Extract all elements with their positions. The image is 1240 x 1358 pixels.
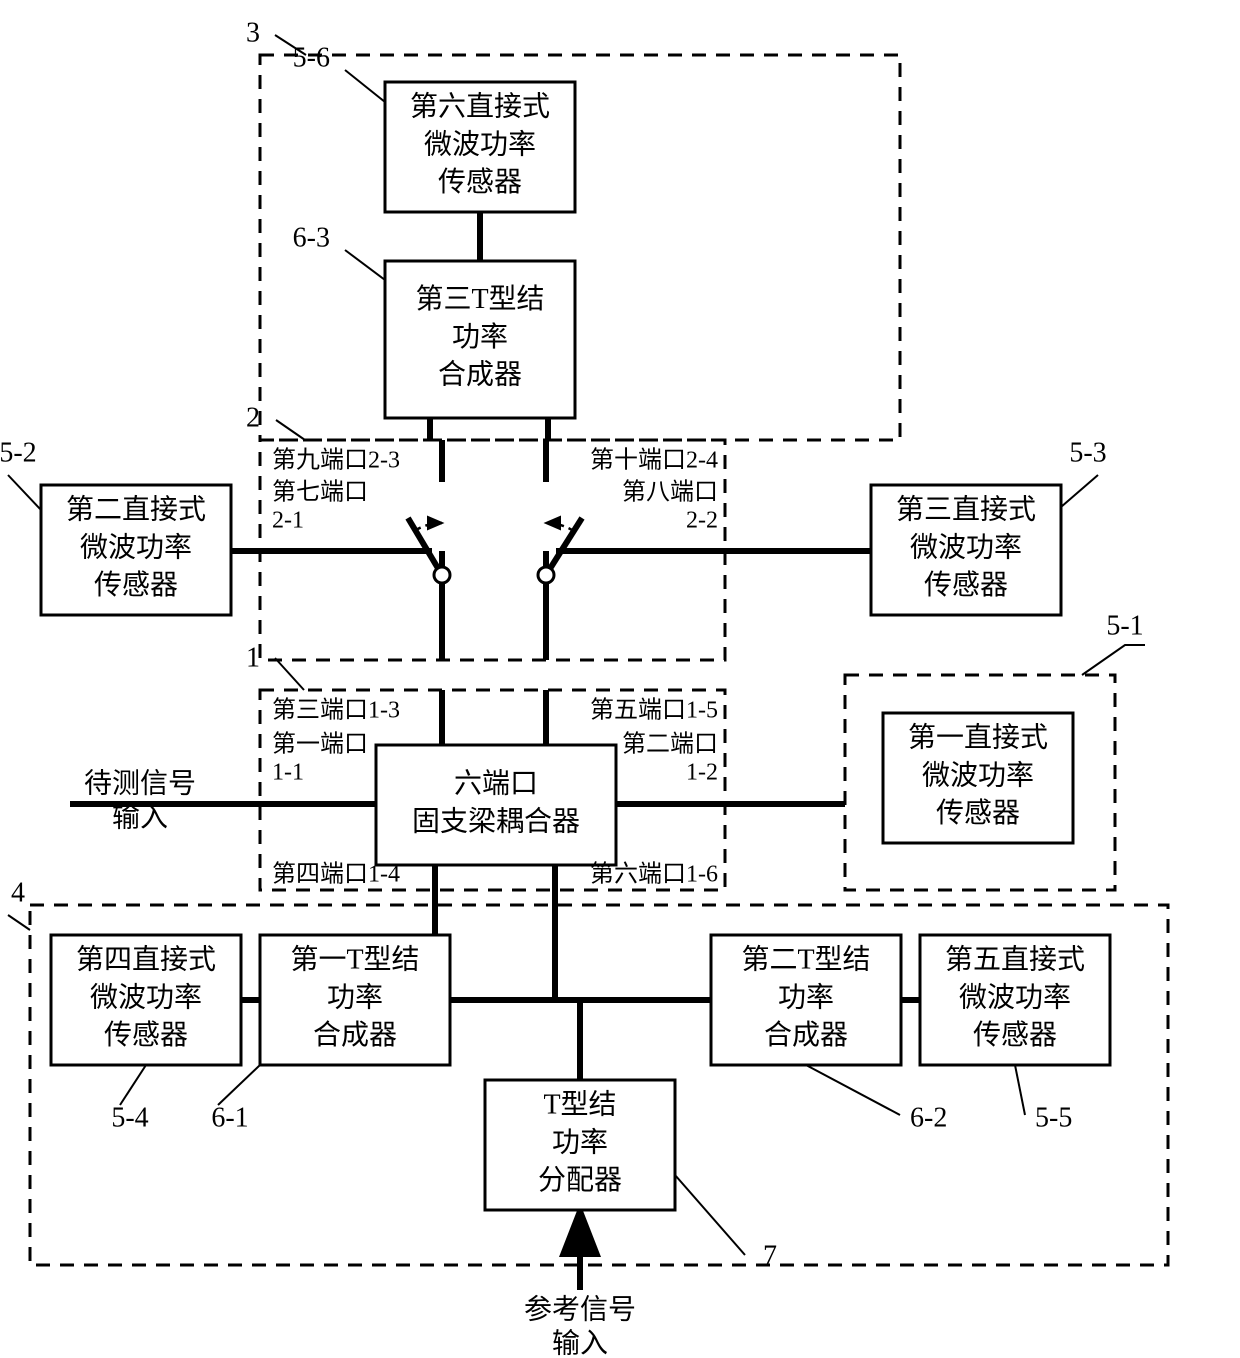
- ext-label-region-r4: 4: [11, 877, 25, 908]
- port-label-p8b: 2-2: [686, 508, 718, 534]
- box-label-tdivider-0: T型结: [543, 1089, 616, 1121]
- port-label-p3: 第三端口1-3: [272, 697, 400, 724]
- io-label-test_in-1: 待测信号: [84, 767, 196, 799]
- leader-l55: [1015, 1065, 1025, 1115]
- ext-label-l61: 6-1: [211, 1102, 248, 1133]
- box-label-coupler-0: 六端口: [454, 768, 538, 800]
- port-label-p6: 第六端口1-6: [590, 861, 718, 888]
- switch-lever-right: [550, 518, 582, 568]
- port-label-p8a: 第八端口: [622, 479, 718, 506]
- box-label-sensor1-2: 传感器: [936, 797, 1020, 829]
- box-label-tdivider-2: 分配器: [538, 1165, 622, 1196]
- port-label-p2a: 第二端口: [622, 731, 718, 758]
- box-label-sensor4-1: 微波功率: [90, 981, 202, 1013]
- box-label-sensor3-1: 微波功率: [910, 531, 1022, 563]
- ext-label-l53: 5-3: [1069, 437, 1106, 468]
- port-label-p7b: 2-1: [272, 508, 304, 534]
- box-label-sensor6-2: 传感器: [438, 166, 522, 198]
- box-label-tcomb1-2: 合成器: [313, 1019, 397, 1051]
- port-label-p1b: 1-1: [272, 760, 304, 786]
- port-label-p5: 第五端口1-5: [590, 697, 718, 724]
- ext-label-region-r3: 3: [246, 17, 260, 48]
- port-label-p9: 第九端口2-3: [272, 447, 400, 474]
- box-label-sensor2-0: 第二直接式: [66, 494, 206, 526]
- switch-pivot-right: [538, 567, 554, 583]
- io-label-ref_in-1: 参考信号: [524, 1293, 636, 1325]
- leader-region-r1: [275, 658, 304, 690]
- leader-l56: [345, 70, 385, 102]
- box-label-sensor6-1: 微波功率: [424, 128, 536, 160]
- box-label-sensor4-0: 第四直接式: [76, 944, 216, 976]
- dashed-region-region3: [260, 55, 900, 440]
- box-label-sensor1-1: 微波功率: [922, 759, 1034, 791]
- box-label-tcomb3-2: 合成器: [438, 359, 522, 391]
- port-label-p10: 第十端口2-4: [590, 447, 718, 474]
- ext-label-region-r51: 5-1: [1106, 610, 1143, 641]
- ext-label-l7: 7: [763, 1240, 777, 1271]
- box-label-tcomb3-1: 功率: [452, 321, 508, 353]
- leader-region-r51: [1082, 645, 1145, 675]
- io-label-ref_in-2: 输入: [552, 1327, 608, 1358]
- box-label-sensor2-2: 传感器: [94, 569, 178, 601]
- box-label-sensor3-2: 传感器: [924, 569, 1008, 601]
- leader-l7: [675, 1175, 745, 1255]
- port-label-p2b: 1-2: [686, 760, 718, 786]
- box-label-sensor5-0: 第五直接式: [945, 944, 1085, 976]
- box-coupler: [376, 745, 616, 865]
- leader-l62: [806, 1065, 900, 1115]
- box-label-sensor4-2: 传感器: [104, 1019, 188, 1051]
- ext-label-l63: 6-3: [293, 222, 330, 253]
- leader-l54: [120, 1065, 146, 1105]
- box-label-tcomb1-1: 功率: [327, 981, 383, 1013]
- box-label-tcomb3-0: 第三T型结: [415, 283, 544, 315]
- leader-region-r4: [8, 915, 30, 930]
- switch-pivot-left: [434, 567, 450, 583]
- ext-label-l54: 5-4: [111, 1102, 148, 1133]
- leader-l53: [1061, 475, 1098, 507]
- leader-l61: [218, 1065, 260, 1105]
- ext-label-l56: 5-6: [293, 42, 330, 73]
- box-label-sensor2-1: 微波功率: [80, 531, 192, 563]
- box-label-sensor5-2: 传感器: [973, 1019, 1057, 1051]
- box-label-sensor5-1: 微波功率: [959, 981, 1071, 1013]
- box-label-coupler-1: 固支梁耦合器: [412, 805, 580, 837]
- io-label-test_in-2: 输入: [112, 801, 168, 833]
- port-label-p7a: 第七端口: [272, 479, 368, 506]
- switch-arc-left: [415, 523, 442, 530]
- leader-region-r2: [276, 420, 305, 440]
- box-label-sensor1-0: 第一直接式: [908, 722, 1048, 754]
- box-label-sensor6-0: 第六直接式: [410, 91, 550, 123]
- ext-label-l52: 5-2: [0, 437, 37, 468]
- box-label-tcomb2-0: 第二T型结: [741, 944, 870, 976]
- leader-l63: [345, 250, 385, 280]
- ext-label-l55: 5-5: [1035, 1102, 1072, 1133]
- port-label-p1a: 第一端口: [272, 731, 368, 758]
- box-label-tcomb2-1: 功率: [778, 981, 834, 1013]
- leader-l52: [8, 475, 41, 510]
- port-label-p4: 第四端口1-4: [272, 861, 400, 888]
- box-label-tdivider-1: 功率: [552, 1126, 608, 1158]
- ext-label-region-r2: 2: [246, 402, 260, 433]
- box-label-tcomb1-0: 第一T型结: [290, 944, 419, 976]
- switch-arc-right: [546, 523, 574, 531]
- box-label-tcomb2-2: 合成器: [764, 1019, 848, 1051]
- switch-lever-left: [408, 518, 438, 568]
- ext-label-l62: 6-2: [910, 1102, 947, 1133]
- box-label-sensor3-0: 第三直接式: [896, 494, 1036, 526]
- ext-label-region-r1: 1: [246, 642, 260, 673]
